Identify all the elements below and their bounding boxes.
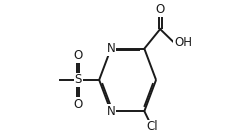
Text: Cl: Cl <box>145 120 157 133</box>
Text: O: O <box>73 98 82 111</box>
Text: N: N <box>106 105 115 118</box>
Text: O: O <box>73 49 82 62</box>
Text: N: N <box>106 42 115 55</box>
Text: S: S <box>74 73 81 86</box>
Text: OH: OH <box>174 36 191 49</box>
Text: O: O <box>155 3 164 16</box>
